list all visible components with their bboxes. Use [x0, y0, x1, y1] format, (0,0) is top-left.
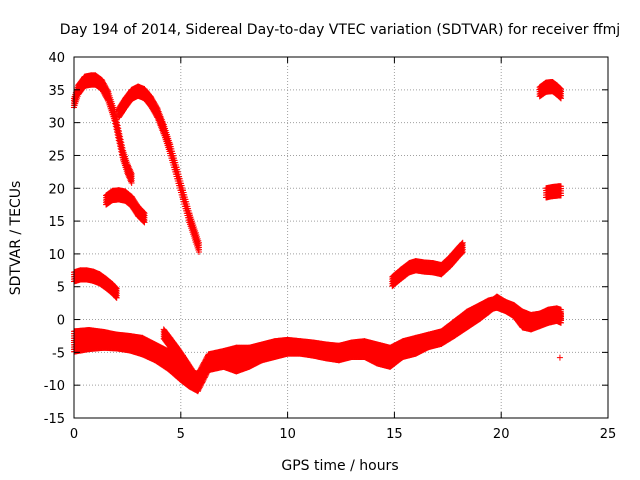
- data-point: [116, 130, 123, 137]
- data-point: [118, 139, 125, 146]
- data-point: [114, 122, 121, 129]
- data-point: [104, 87, 111, 94]
- data-points: [71, 72, 565, 395]
- data-point: [114, 119, 121, 126]
- data-point: [115, 128, 122, 135]
- data-point: [117, 136, 124, 143]
- data-point: [115, 125, 122, 132]
- grid-lines: [74, 57, 608, 418]
- data-point: [118, 142, 125, 149]
- data-point: [117, 133, 124, 140]
- data-point: [119, 145, 126, 152]
